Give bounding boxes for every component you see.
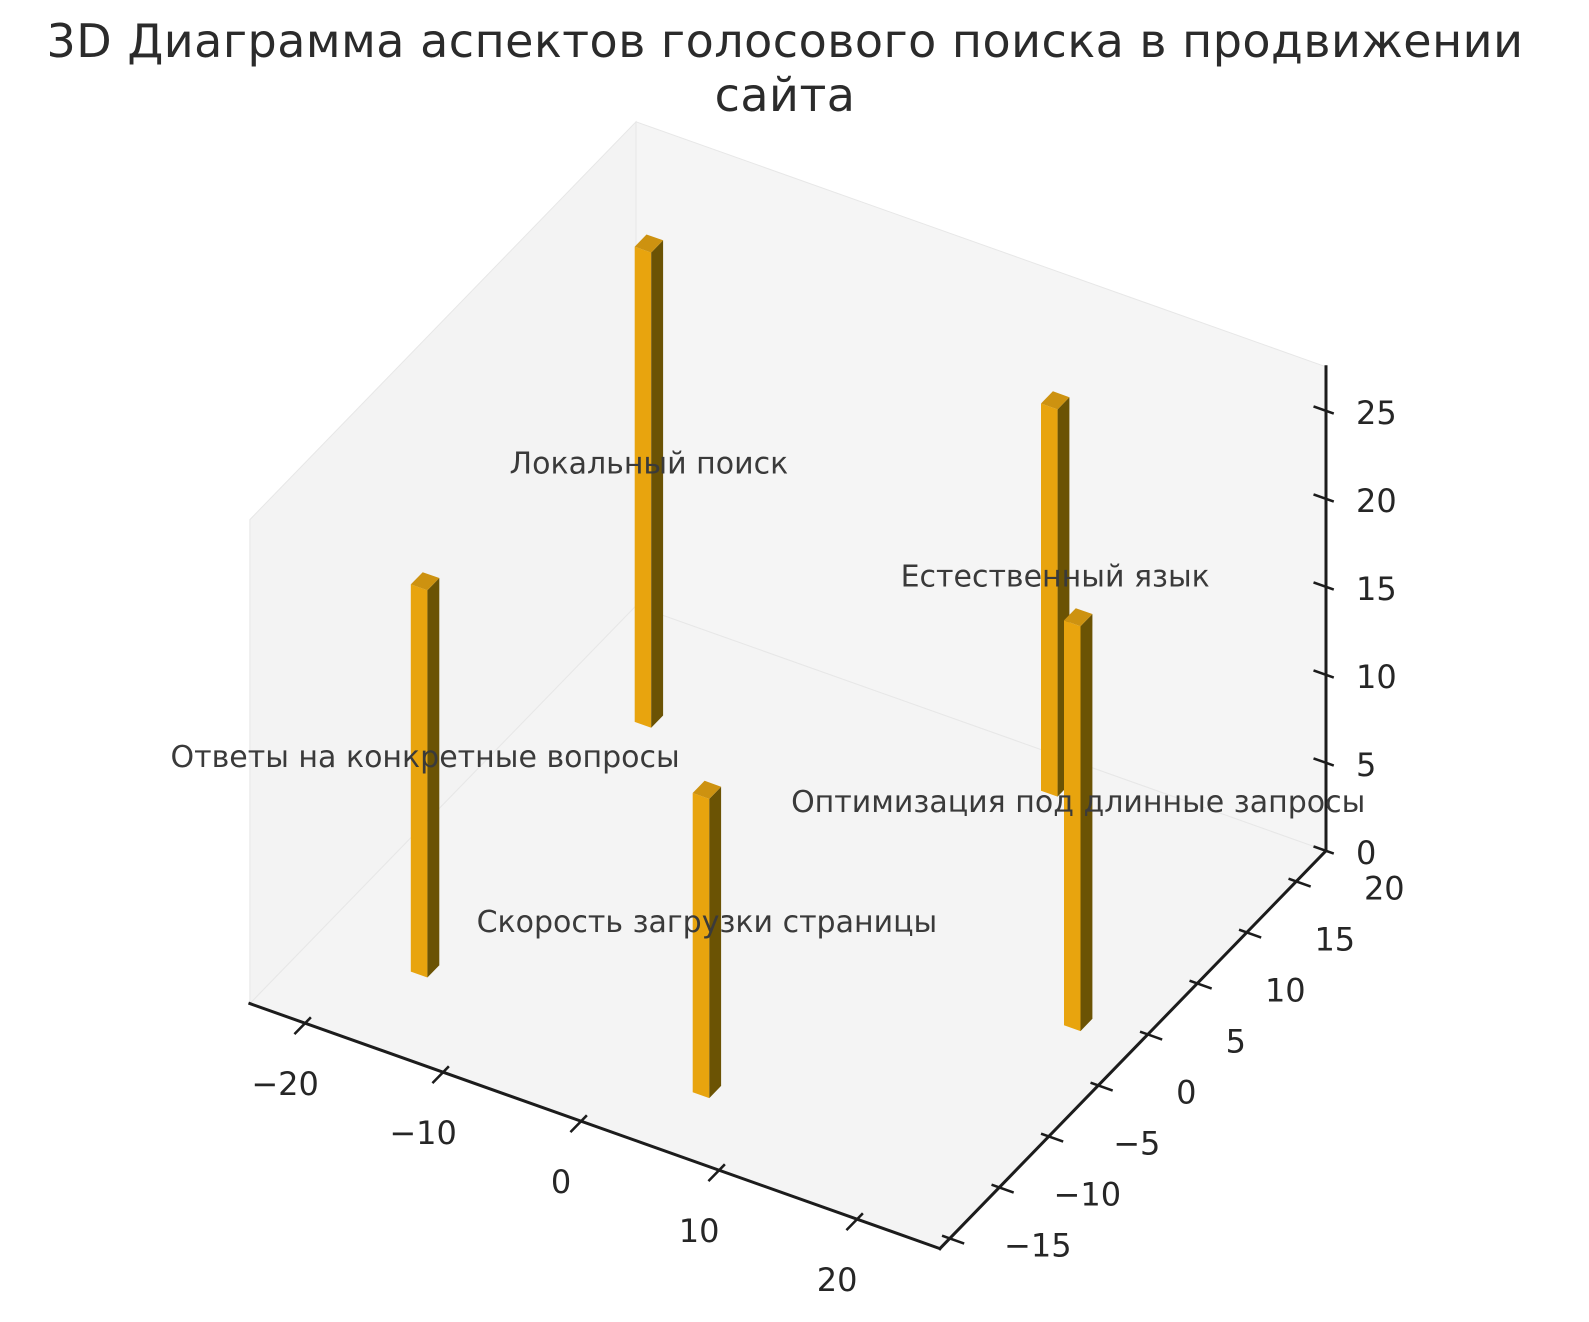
- x-tick-mark: [707, 1163, 726, 1182]
- z-tick-mark: [1313, 493, 1335, 503]
- bar-label: Оптимизация под длинные запросы: [791, 785, 1365, 820]
- x-tick-label: 20: [817, 1261, 858, 1299]
- x-axis-line: [247, 1001, 942, 1251]
- y-tick-label: 15: [1314, 920, 1355, 958]
- x-tick-label: 10: [679, 1212, 720, 1250]
- y-tick-label: 10: [1265, 971, 1306, 1009]
- z-tick-label: 25: [1356, 394, 1397, 432]
- bar-face-top: [410, 572, 440, 591]
- bar-face-side: [1080, 614, 1093, 1032]
- chart-title: 3D Диаграмма аспектов голосового поиска …: [46, 14, 1524, 122]
- bar-face-front: [1041, 403, 1058, 797]
- z-tick-mark: [1313, 757, 1335, 767]
- bar-face-front: [1064, 620, 1081, 1032]
- y-tick-mark: [1288, 877, 1312, 888]
- bar-face-side: [709, 786, 722, 1099]
- bar-face-front: [634, 246, 652, 728]
- bar-label: Локальный поиск: [510, 447, 789, 482]
- x-tick-label: −10: [389, 1114, 457, 1152]
- z-tick-mark: [1313, 405, 1335, 415]
- bar-face-front: [410, 584, 428, 978]
- bar-face-top: [1041, 391, 1070, 410]
- y-tick-mark: [941, 1234, 965, 1245]
- z-tick-label: 5: [1356, 746, 1376, 784]
- bar-face-side: [651, 240, 664, 728]
- x-tick-mark: [845, 1212, 864, 1231]
- y-tick-label: 5: [1226, 1022, 1246, 1060]
- x-tick-mark: [293, 1016, 312, 1035]
- bar-face-top: [1064, 608, 1093, 627]
- z-tick-mark: [1313, 845, 1335, 855]
- y-tick-label: −15: [1004, 1226, 1072, 1264]
- z-tick-label: 15: [1356, 570, 1397, 608]
- y-tick-label: −5: [1113, 1124, 1160, 1162]
- y-tick-mark: [1238, 928, 1262, 939]
- z-tick-label: 20: [1356, 482, 1397, 520]
- y-tick-label: 20: [1364, 869, 1405, 907]
- y-tick-mark: [1090, 1081, 1114, 1092]
- z-tick-label: 10: [1356, 658, 1397, 696]
- z-tick-label: 0: [1356, 834, 1376, 872]
- bar-label: Скорость загрузки страницы: [477, 905, 938, 940]
- y-axis-line: [937, 848, 1329, 1251]
- y-tick-mark: [1189, 979, 1213, 990]
- y-tick-label: −10: [1054, 1175, 1122, 1213]
- y-tick-label: 0: [1176, 1073, 1196, 1111]
- bar-label: Ответы на конкретные вопросы: [171, 740, 680, 775]
- x-tick-label: −20: [251, 1065, 319, 1103]
- z-tick-mark: [1313, 669, 1335, 679]
- bar-face-top: [692, 780, 722, 799]
- bar-label: Естественный язык: [901, 559, 1210, 594]
- y-tick-mark: [1040, 1132, 1064, 1143]
- x-tick-mark: [569, 1114, 588, 1133]
- x-tick-mark: [431, 1065, 450, 1084]
- bar-face-front: [692, 793, 710, 1099]
- y-tick-mark: [991, 1183, 1015, 1194]
- x-tick-label: 0: [551, 1163, 571, 1201]
- bar-face-top: [634, 234, 664, 253]
- bar-face-side: [427, 578, 440, 978]
- y-tick-mark: [1139, 1030, 1163, 1041]
- z-tick-mark: [1313, 581, 1335, 591]
